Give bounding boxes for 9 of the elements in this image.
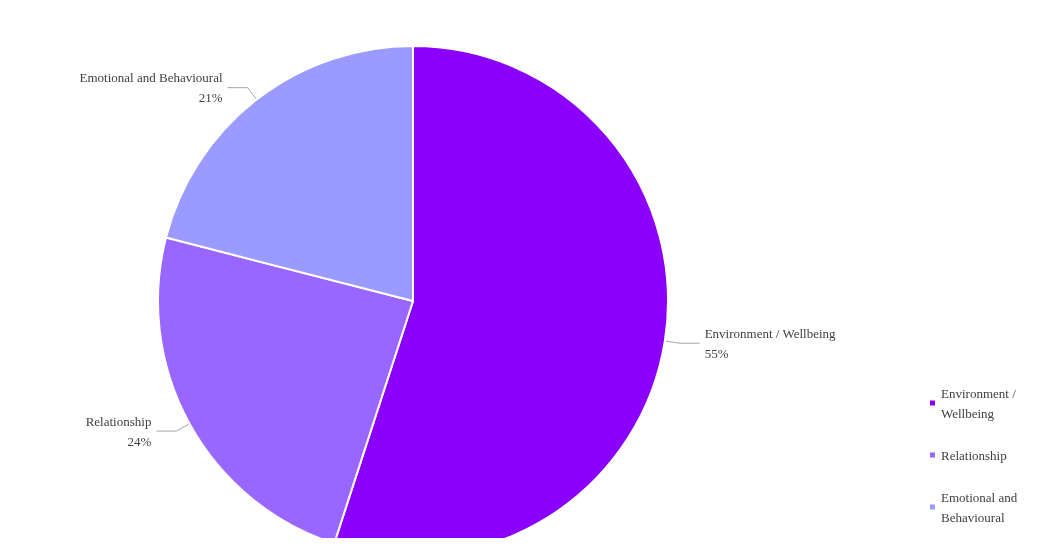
slice-label: Environment / Wellbeing [704,325,837,341]
legend-label: Emotional and Behavioural [941,489,1021,525]
slice-label: Relationship [85,413,152,429]
legend-label: Environment / Wellbeing [941,385,1019,421]
data-label: 24% [127,433,152,449]
data-label: 55% [704,345,729,361]
slice-label: Emotional and Behavioural [79,70,223,86]
legend-label: Relationship [941,447,1007,463]
data-label: 21% [198,90,223,106]
